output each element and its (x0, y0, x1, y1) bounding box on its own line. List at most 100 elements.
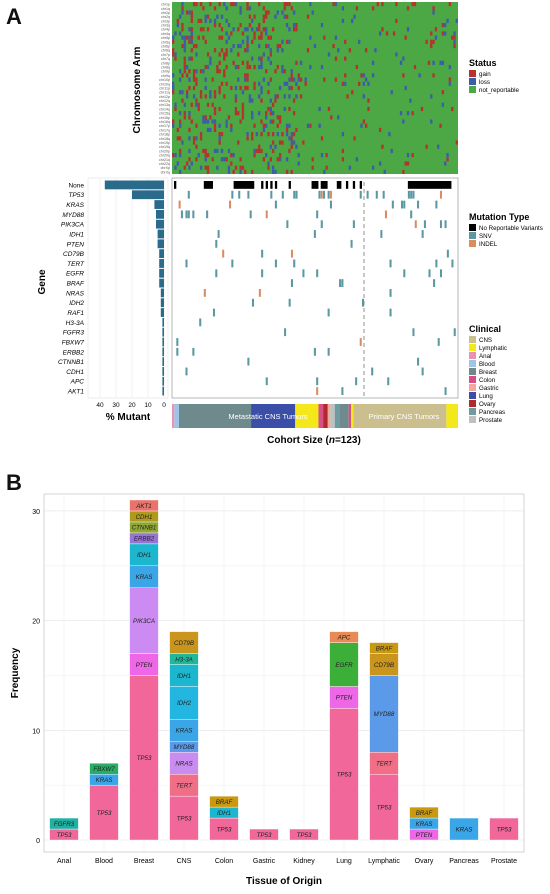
heatmap-cell (260, 31, 263, 36)
percent-tick-label: 10 (144, 402, 152, 409)
x-tick-label: Kidney (293, 858, 315, 865)
heatmap-cell (418, 73, 421, 78)
mutation-cell (178, 200, 181, 209)
gene-label: NRAS (66, 290, 85, 297)
heatmap-cell (290, 132, 293, 137)
heatmap-cell (202, 35, 205, 40)
heatmap-cell (258, 81, 261, 86)
heatmap-cell (192, 136, 196, 141)
heatmap-cell (260, 60, 263, 65)
mutation-cell (444, 220, 447, 229)
heatmap-cell (174, 102, 177, 107)
bar-segment-label: TP53 (297, 832, 312, 839)
mutation-cell (286, 220, 289, 229)
percent-tick-label: 40 (96, 402, 104, 409)
heatmap-cell (260, 56, 263, 61)
bar-segment (129, 587, 159, 654)
legend-item-label: Ovary (479, 401, 496, 408)
heatmap-cell (258, 22, 261, 28)
heatmap-cell (246, 77, 249, 82)
heatmap-cell (374, 48, 377, 53)
heatmap-cell (269, 98, 272, 103)
heatmap-cell (430, 94, 433, 99)
heatmap-cell (181, 98, 184, 103)
arm-label: chr3p (161, 19, 170, 23)
heatmap-cell (241, 165, 245, 170)
heatmap-cell (251, 136, 254, 141)
heatmap-cell (413, 2, 417, 7)
gene-label: EGFR (66, 271, 84, 278)
heatmap-cell (297, 161, 300, 166)
heatmap-cell (183, 165, 186, 170)
heatmap-cell (181, 2, 184, 7)
heatmap-cell (448, 2, 452, 7)
percent-mutant-bar (162, 327, 164, 337)
legend-swatch (469, 86, 476, 93)
heatmap-cell (348, 165, 352, 170)
mutation-cell (362, 298, 365, 307)
heatmap-cell (213, 148, 217, 154)
mutation-cell (229, 200, 232, 209)
heatmap-cell (276, 157, 279, 162)
arm-label: chr20q (159, 154, 170, 158)
heatmap-cell (204, 115, 207, 120)
heatmap-cell (367, 81, 370, 86)
heatmap-cell (295, 60, 298, 65)
heatmap-cell (199, 27, 203, 32)
heatmap-cell (267, 90, 270, 95)
heatmap-cell (223, 52, 226, 57)
heatmap-cell (241, 111, 245, 116)
clinical-segment (251, 404, 296, 428)
y-tick-label: 10 (32, 728, 40, 735)
heatmap-cell (204, 153, 207, 158)
mutation-cell (251, 298, 255, 307)
mutation-cell (387, 377, 390, 386)
legend-item-label: Anal (479, 353, 491, 360)
heatmap-cell (258, 94, 261, 99)
mutation-cell (261, 269, 264, 278)
bar-segment-label: KRAS (136, 574, 154, 581)
heatmap-cell (248, 22, 252, 28)
heatmap-cell (276, 115, 279, 120)
heatmap-cell (246, 132, 249, 137)
mutation-cell (375, 190, 378, 199)
mutation-cell (215, 239, 218, 248)
heatmap-cell (285, 157, 289, 162)
no-variant-cell (261, 181, 264, 189)
heatmap-cell (183, 60, 186, 65)
heatmap-cell (253, 31, 256, 36)
heatmap-cell (299, 94, 303, 99)
mutation-cell (316, 210, 319, 219)
heatmap-cell (188, 111, 191, 116)
heatmap-cell (218, 106, 221, 112)
heatmap-cell (406, 6, 410, 11)
heatmap-cell (278, 43, 282, 49)
heatmap-cell (225, 64, 228, 70)
heatmap-cell (439, 123, 442, 128)
heatmap-cell (178, 77, 182, 82)
bar-segment (89, 763, 119, 775)
heatmap-cell (213, 106, 217, 112)
legend-item-label: INDEL (479, 241, 498, 248)
arm-label: chr9p (161, 70, 170, 74)
mutation-cell (410, 190, 413, 199)
heatmap-cell (453, 43, 456, 49)
heatmap-cell (444, 22, 447, 28)
heatmap-cell (446, 153, 449, 158)
heatmap-cell (220, 14, 224, 19)
heatmap-cell (274, 14, 277, 19)
heatmap-cell (362, 73, 365, 78)
arm-label: chr17q (159, 128, 170, 132)
heatmap-cell (192, 140, 196, 145)
heatmap-cell (188, 127, 191, 133)
percent-mutant-bar (160, 298, 164, 308)
heatmap-cell (285, 81, 289, 86)
bar-segment-label: TP53 (177, 815, 192, 822)
heatmap-cell (278, 140, 282, 145)
bar-segment (369, 642, 399, 654)
heatmap-cell (199, 2, 203, 7)
heatmap-cell (276, 132, 279, 137)
heatmap-cell (223, 157, 226, 162)
heatmap-cell (278, 153, 282, 158)
heatmap-cell (206, 169, 210, 174)
